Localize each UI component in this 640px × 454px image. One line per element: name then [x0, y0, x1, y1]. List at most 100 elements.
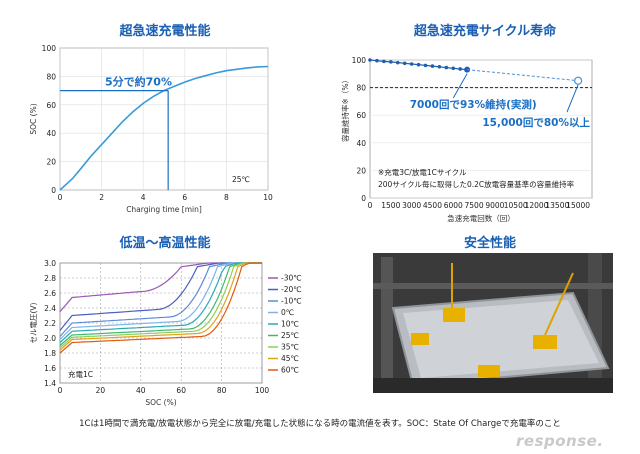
legend-label: -10℃ — [281, 297, 302, 306]
x-tick-label: 1500 — [381, 201, 400, 210]
y-tick-label: 0 — [361, 194, 366, 203]
charge-rate-note: 充電1C — [68, 369, 93, 379]
y-axis-label: 容量維持率※（%） — [340, 76, 350, 142]
measured-point — [389, 60, 393, 64]
annotation-arrow-1 — [452, 73, 468, 99]
measured-point — [409, 62, 414, 66]
measured-point — [430, 64, 435, 68]
series-line-8 — [59, 262, 262, 354]
y-tick-label: 80 — [356, 84, 366, 93]
y-axis-label: SOC (%) — [29, 103, 38, 134]
y-tick-label: 2.6 — [44, 289, 56, 298]
x-axis-label: 急速充電回数（回） — [447, 213, 515, 223]
projection-endpoint — [574, 76, 583, 85]
annotation-7000: 7000回で93%維持(実測) — [410, 98, 537, 111]
note-1: ※充電3C/放電1Cサイクル — [378, 167, 467, 177]
y-tick-label: 100 — [42, 44, 57, 53]
cycle-life-chart: 0 20 40 60 80 100 0 1500 3000 4500 6000 7500 9000 105… — [340, 56, 593, 223]
legend-label: 25℃ — [281, 331, 299, 340]
series-line-4 — [59, 262, 262, 343]
measured-point — [444, 65, 449, 70]
measured-point — [437, 64, 442, 69]
legend-label: 60℃ — [281, 366, 299, 375]
y-tick-label: 2.8 — [44, 274, 56, 283]
y-tick-label: 60 — [46, 101, 56, 110]
annotation-arrow-2 — [566, 84, 579, 113]
legend-label: 35℃ — [281, 343, 299, 352]
series-line-2 — [59, 262, 262, 337]
y-tick-label: 3.0 — [44, 259, 56, 268]
measured-point — [416, 62, 421, 67]
legend-label: 0℃ — [281, 308, 294, 317]
x-tick-label: 10500 — [504, 201, 528, 210]
y-tick-label: 20 — [46, 158, 56, 167]
y-axis-label: セル電圧(V) — [29, 302, 38, 343]
x-tick-label: 3000 — [402, 201, 421, 210]
x-tick-label: 2 — [99, 193, 104, 202]
y-tick-label: 40 — [46, 129, 56, 138]
footnote: 1Cは1時間で満充電/放電状態から完全に放電/充電した状態になる時の電流値を表す… — [79, 419, 561, 429]
series-line-3 — [59, 262, 262, 340]
y-tick-label: 2.4 — [44, 304, 56, 313]
measured-point — [382, 59, 386, 64]
x-tick-label: 40 — [136, 386, 146, 395]
note-2: 200サイクル毎に取得した0.2C放電容量基準の容量維持率 — [378, 179, 575, 189]
series-line-5 — [59, 262, 262, 346]
annotation-15000: 15,000回で80%以上 — [482, 116, 590, 129]
safety-title: 安全性能 — [463, 236, 516, 251]
x-tick-label: 80 — [217, 386, 227, 395]
x-tick-label: 13500 — [545, 201, 569, 210]
measured-point — [451, 66, 456, 71]
x-axis-label: Charging time [min] — [126, 205, 202, 214]
annotation-5min: 5分で約70% — [105, 75, 172, 89]
measured-point — [402, 61, 407, 66]
x-tick-label: 6 — [182, 193, 187, 202]
nail-test-illustration — [373, 253, 613, 393]
x-tick-label: 60 — [176, 386, 186, 395]
y-tick-label: 1.4 — [44, 379, 56, 388]
series-line-7 — [59, 262, 262, 351]
y-tick-label: 1.6 — [44, 364, 56, 373]
measured-point — [423, 63, 428, 68]
x-tick-label: 10 — [263, 193, 273, 202]
x-tick-label: 9000 — [485, 201, 504, 210]
x-tick-label: 4 — [141, 193, 146, 202]
x-tick-label: 4500 — [423, 201, 442, 210]
x-axis-label: SOC (%) — [145, 398, 176, 407]
legend-label: -20℃ — [281, 285, 302, 294]
series-line-6 — [59, 262, 262, 349]
plot-area — [369, 59, 593, 199]
projection-line — [467, 69, 579, 82]
y-tick-label: 2.0 — [44, 334, 56, 343]
x-tick-label: 6000 — [444, 201, 463, 210]
x-tick-label: 20 — [96, 386, 106, 395]
y-tick-label: 80 — [46, 72, 56, 81]
y-tick-label: 1.8 — [44, 349, 56, 358]
fast-charge-title: 超急速充電性能 — [119, 24, 211, 39]
y-tick-label: 20 — [356, 166, 366, 175]
legend-label: 45℃ — [281, 354, 299, 363]
temperature-label: 25℃ — [232, 175, 250, 184]
y-tick-label: 100 — [352, 56, 367, 65]
x-tick-label: 8 — [224, 193, 229, 202]
soc-curve — [59, 65, 269, 191]
legend-label: 10℃ — [281, 320, 299, 329]
y-tick-label: 0 — [51, 186, 56, 195]
x-tick-label: 7500 — [465, 201, 484, 210]
measured-point — [375, 58, 379, 63]
x-tick-label: 15000 — [566, 201, 590, 210]
cycle-life-title: 超急速充電サイクル寿命 — [413, 24, 557, 39]
temperature-chart: 0 20 40 60 80 100 1.4 1.6 1.8 2.0 2.2 2.4 2.6 2.8 3.0 S… — [29, 259, 302, 407]
x-tick-label: 0 — [58, 386, 63, 395]
x-tick-label: 12000 — [525, 201, 549, 210]
y-tick-label: 40 — [356, 139, 366, 148]
x-tick-label: 100 — [255, 386, 270, 395]
measured-point — [395, 60, 400, 65]
response-logo: response. — [516, 432, 604, 450]
x-tick-label: 0 — [58, 193, 63, 202]
measured-point — [458, 67, 462, 71]
legend-label: -30℃ — [281, 274, 302, 283]
y-tick-label: 2.2 — [44, 319, 56, 328]
y-tick-label: 60 — [356, 111, 366, 120]
